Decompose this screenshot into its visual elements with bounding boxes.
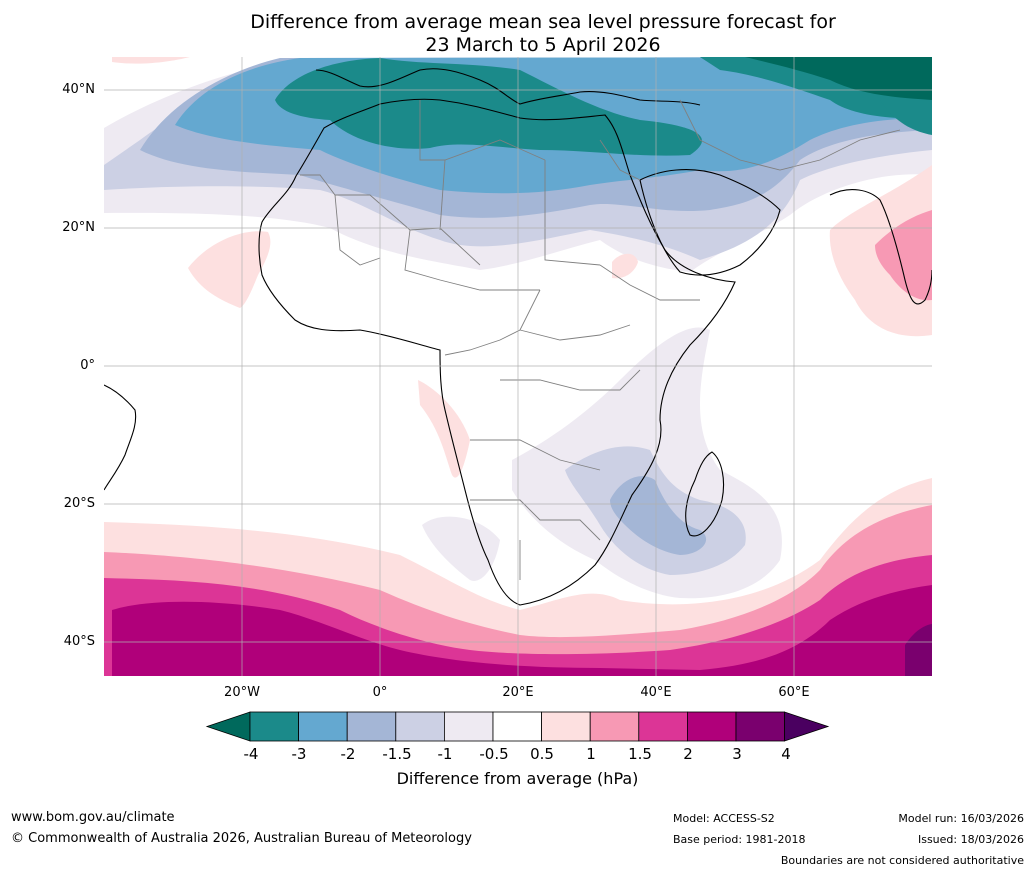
colorbar-bin [346, 711, 397, 742]
contour-neg-1.5-mozambique [610, 476, 707, 555]
footer-copyright: © Commonwealth of Australia 2026, Austra… [11, 831, 472, 846]
colorbar-tick: 2 [683, 745, 693, 763]
contour-pos-0.5-atlantic-north [112, 57, 190, 64]
colorbar-tick: -3 [291, 745, 307, 763]
colorbar-tick: -0.5 [479, 745, 509, 763]
footer-model-run: Model run: 16/03/2026 [898, 812, 1024, 825]
lon-label-20e: 20°E [502, 685, 534, 700]
contour-pos-3-south [905, 624, 932, 676]
colorbar-tick: -1.5 [382, 745, 412, 763]
contour-pos-0.5-angola [418, 380, 470, 478]
contour-pos-2-south [112, 585, 932, 676]
colorbar-bin [589, 711, 640, 742]
colorbar-tick: -2 [340, 745, 356, 763]
lon-label-0: 0° [372, 685, 388, 700]
colorbar-tick: 1 [586, 745, 596, 763]
colorbar-bin [687, 711, 737, 742]
colorbar-tick: 1.5 [628, 745, 652, 763]
colorbar-bin [541, 711, 591, 742]
arabia-coastline [639, 169, 781, 276]
colorbar-bin [492, 711, 542, 742]
title-line-1: Difference from average mean sea level p… [250, 11, 836, 33]
colorbar-tick: 4 [781, 745, 791, 763]
country-borders [300, 99, 901, 580]
europe-coastline [315, 68, 701, 106]
contour-pos-1-india [875, 210, 932, 301]
colorbar-bin [249, 711, 299, 742]
title-line-2: 23 March to 5 April 2026 [425, 34, 661, 56]
lon-label-40e: 40°E [640, 685, 672, 700]
colorbar-bin [395, 711, 445, 742]
lat-label-20n: 20°N [62, 220, 95, 235]
contour-neg-0.5-sw [422, 516, 500, 581]
lat-label-0: 0° [80, 358, 95, 373]
lat-label-40n: 40°N [62, 82, 95, 97]
footer-base-period: Base period: 1981-2018 [673, 833, 806, 846]
colorbar-tick: 3 [732, 745, 742, 763]
south-america-coastline [104, 384, 137, 491]
contour-pos-0.5-horn [612, 253, 638, 279]
colorbar [205, 711, 830, 742]
contour-neg-3 [275, 58, 702, 156]
colorbar-bin [443, 711, 494, 742]
footer-model: Model: ACCESS-S2 [673, 812, 775, 825]
colorbar-bin [298, 711, 348, 742]
colorbar-under-arrow [205, 711, 251, 742]
colorbar-over-arrow [784, 711, 830, 742]
colorbar-tick: -1 [437, 745, 453, 763]
lon-label-20w: 20°W [224, 685, 260, 700]
colorbar-bin [735, 711, 785, 742]
contour-neg-4-east [745, 57, 932, 100]
colorbar-label: Difference from average (hPa) [396, 769, 639, 788]
footer-boundaries: Boundaries are not considered authoritat… [780, 854, 1024, 867]
colorbar-tick: 0.5 [530, 745, 554, 763]
africa-coastline [258, 98, 736, 606]
pressure-anomaly-map [104, 57, 932, 676]
colorbar-tick: -4 [243, 745, 259, 763]
coastlines [104, 68, 932, 606]
lon-label-60e: 60°E [778, 685, 810, 700]
lat-label-20s: 20°S [63, 496, 95, 511]
madagascar-coastline [685, 451, 725, 537]
colorbar-bin [638, 711, 688, 742]
india-coastline [829, 189, 932, 305]
lat-label-40s: 40°S [63, 634, 95, 649]
contour-neg-3-east2 [880, 100, 932, 135]
graticule [104, 57, 932, 676]
contour-pos-0.5-west-africa [188, 231, 271, 308]
footer-issued: Issued: 18/03/2026 [917, 833, 1024, 846]
footer-url: www.bom.gov.au/climate [11, 810, 175, 825]
